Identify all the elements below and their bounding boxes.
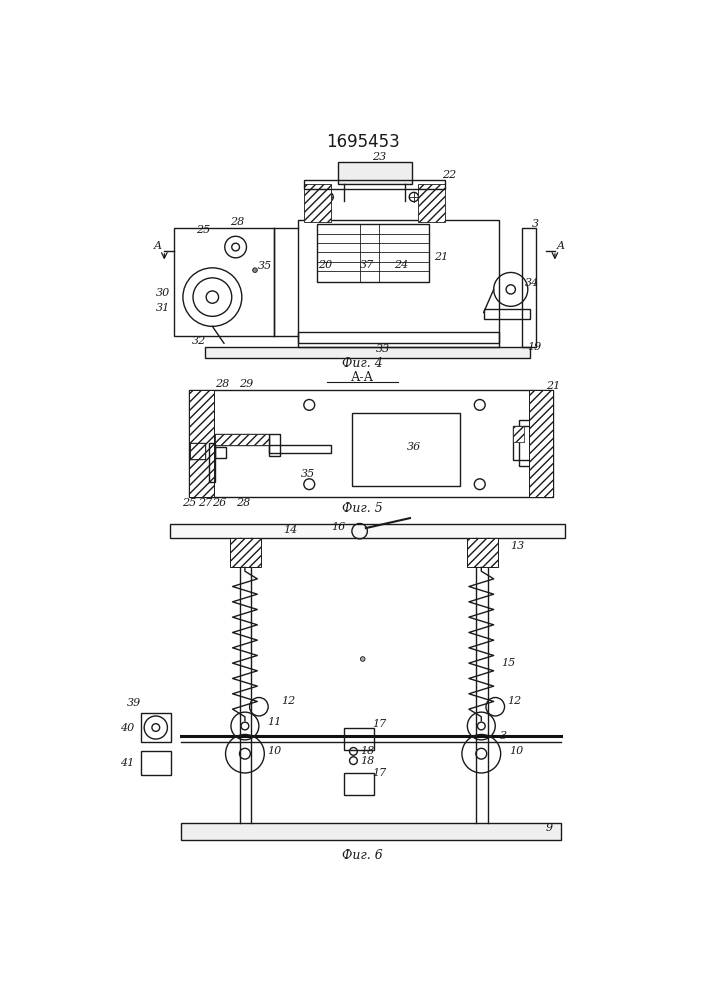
Text: 12: 12 bbox=[508, 696, 522, 706]
Bar bbox=[344, 728, 373, 750]
Text: 26: 26 bbox=[212, 498, 226, 508]
Bar bbox=[338, 162, 411, 184]
Text: Фиг. 4: Фиг. 4 bbox=[342, 357, 383, 370]
Bar bbox=[513, 426, 524, 442]
Text: 24: 24 bbox=[394, 260, 408, 270]
Text: 36: 36 bbox=[407, 442, 421, 452]
Text: 28: 28 bbox=[236, 498, 250, 508]
Text: 33: 33 bbox=[375, 344, 390, 354]
Bar bbox=[298, 220, 499, 347]
Text: 18: 18 bbox=[361, 746, 375, 756]
Bar bbox=[174, 228, 274, 336]
Text: 1695453: 1695453 bbox=[326, 133, 399, 151]
Bar bbox=[209, 443, 215, 482]
Bar bbox=[215, 434, 269, 445]
Text: 22: 22 bbox=[443, 170, 457, 180]
Bar bbox=[189, 389, 214, 497]
Text: 18: 18 bbox=[361, 756, 375, 766]
Bar bbox=[170, 524, 565, 538]
Text: 41: 41 bbox=[120, 758, 134, 768]
Text: 37: 37 bbox=[361, 260, 375, 270]
Text: 21: 21 bbox=[434, 252, 448, 262]
Bar bbox=[352, 413, 460, 486]
Text: 32: 32 bbox=[192, 336, 206, 346]
Bar bbox=[215, 434, 269, 445]
Text: 9: 9 bbox=[546, 823, 553, 833]
Text: A: A bbox=[557, 241, 565, 251]
Text: 39: 39 bbox=[127, 698, 141, 708]
Text: 35: 35 bbox=[300, 469, 315, 479]
Text: 10: 10 bbox=[267, 746, 281, 756]
Text: 28: 28 bbox=[216, 379, 230, 389]
Text: 30: 30 bbox=[156, 288, 170, 298]
Text: А-А: А-А bbox=[351, 371, 374, 384]
Bar bbox=[269, 434, 280, 456]
Bar bbox=[317, 224, 429, 282]
Text: 29: 29 bbox=[238, 379, 253, 389]
Text: 15: 15 bbox=[501, 658, 515, 668]
Bar bbox=[230, 538, 261, 567]
Text: 40: 40 bbox=[120, 723, 134, 733]
Text: 27: 27 bbox=[198, 498, 213, 508]
Bar bbox=[269, 445, 331, 453]
Text: 31: 31 bbox=[156, 303, 170, 313]
Circle shape bbox=[252, 268, 257, 272]
Text: 28: 28 bbox=[230, 217, 245, 227]
Bar bbox=[519, 420, 530, 466]
Text: Фиг. 5: Фиг. 5 bbox=[342, 502, 383, 515]
Bar bbox=[484, 309, 530, 319]
Text: 11: 11 bbox=[267, 717, 281, 727]
Text: 17: 17 bbox=[372, 768, 386, 778]
Bar bbox=[190, 443, 206, 459]
Text: 19: 19 bbox=[527, 342, 541, 352]
Bar bbox=[190, 443, 206, 459]
Circle shape bbox=[361, 657, 365, 661]
Bar bbox=[298, 332, 499, 343]
Bar bbox=[344, 773, 373, 795]
Text: 16: 16 bbox=[332, 522, 346, 532]
Text: 10: 10 bbox=[509, 746, 523, 756]
Bar bbox=[418, 184, 445, 222]
Bar bbox=[513, 426, 537, 460]
Text: 13: 13 bbox=[510, 541, 524, 551]
Text: Фиг. 6: Фиг. 6 bbox=[342, 849, 383, 862]
Bar bbox=[141, 713, 170, 742]
Bar bbox=[529, 389, 554, 497]
Text: A: A bbox=[154, 241, 162, 251]
Text: 23: 23 bbox=[372, 152, 386, 162]
Bar bbox=[215, 447, 226, 458]
Bar bbox=[304, 180, 445, 189]
Text: 20: 20 bbox=[317, 260, 332, 270]
Text: 3: 3 bbox=[532, 219, 539, 229]
Text: 14: 14 bbox=[283, 525, 297, 535]
Text: 34: 34 bbox=[525, 278, 539, 288]
Bar bbox=[141, 751, 170, 774]
Text: 35: 35 bbox=[258, 261, 272, 271]
Bar bbox=[522, 228, 537, 347]
Bar bbox=[467, 538, 498, 567]
Bar bbox=[304, 184, 331, 222]
Text: 25: 25 bbox=[182, 498, 197, 508]
Text: 12: 12 bbox=[281, 696, 296, 706]
Bar bbox=[182, 823, 561, 840]
Text: 17: 17 bbox=[372, 719, 386, 729]
Bar bbox=[204, 347, 530, 358]
Bar bbox=[189, 389, 554, 497]
Text: 25: 25 bbox=[196, 225, 210, 235]
Text: 21: 21 bbox=[547, 381, 561, 391]
Text: 3: 3 bbox=[499, 731, 506, 741]
